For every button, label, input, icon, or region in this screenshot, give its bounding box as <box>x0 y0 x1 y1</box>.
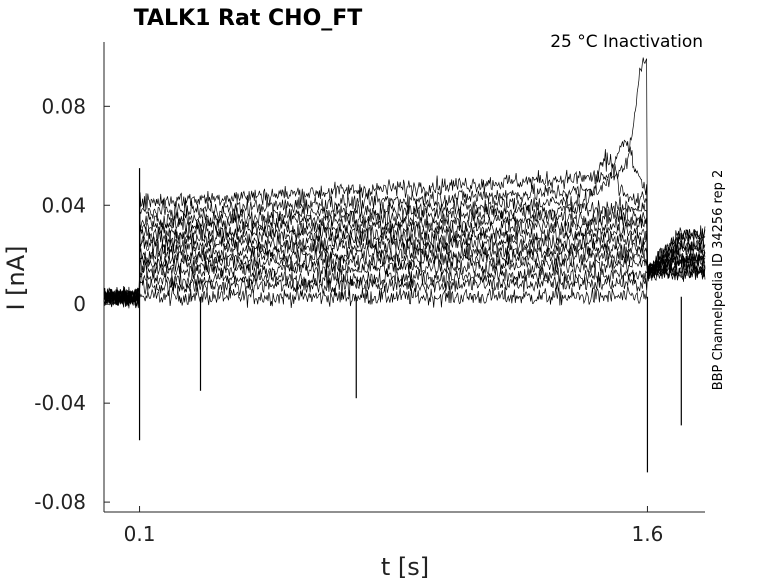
current-trace <box>103 57 706 308</box>
y-axis-label: I [nA] <box>2 245 30 310</box>
y-tick-label: 0.04 <box>41 193 86 217</box>
axes <box>103 42 705 513</box>
x-tick-label: 0.1 <box>124 522 156 546</box>
current-trace <box>103 226 706 306</box>
condition-annotation: 25 °C Inactivation <box>550 32 703 52</box>
y-tick-label: -0.04 <box>34 391 86 415</box>
y-tick-label: -0.08 <box>34 490 86 514</box>
current-trace <box>103 239 706 309</box>
current-trace <box>103 221 706 306</box>
current-trace <box>103 139 706 307</box>
current-trace <box>103 245 706 306</box>
x-axis-label: t [s] <box>381 553 429 581</box>
chart-title: TALK1 Rat CHO_FT <box>134 6 363 31</box>
y-tick-label: 0.08 <box>41 94 86 118</box>
current-trace <box>103 207 706 307</box>
current-trace <box>103 263 706 309</box>
current-trace <box>103 251 706 306</box>
current-trace <box>103 196 706 308</box>
y-ticks: 0.08 0.04 0 -0.04 -0.08 <box>34 94 110 514</box>
current-trace <box>103 231 706 307</box>
current-traces <box>103 57 706 473</box>
y-tick-label: 0 <box>73 292 86 316</box>
source-note: BBP Channelpedia ID 34256 rep 2 <box>711 170 726 391</box>
current-trace <box>103 213 706 305</box>
current-trace <box>103 149 706 307</box>
x-tick-label: 1.6 <box>632 522 664 546</box>
x-ticks: 0.1 1.6 <box>124 506 664 546</box>
